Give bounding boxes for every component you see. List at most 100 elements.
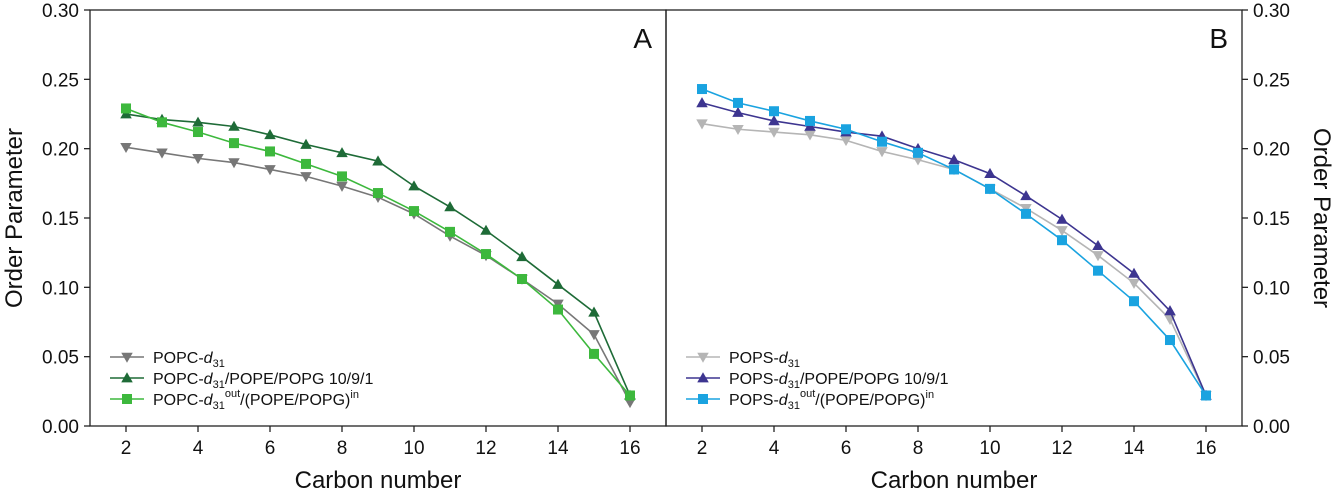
- legend-part: d: [204, 350, 214, 367]
- data-point: [625, 390, 635, 401]
- data-point: [1164, 305, 1176, 316]
- panel-label: A: [633, 23, 652, 54]
- x-tick-label: 10: [979, 438, 1000, 459]
- data-point: [696, 119, 708, 130]
- legend-part: POPS-: [729, 350, 779, 367]
- legend-part: POPC-: [153, 392, 204, 409]
- data-point: [120, 142, 132, 154]
- panel-b: 2 4 6 8 10 12 14 16 0.00 0.05 0.10 0.15 0.20 0.25 0.30…: [665, 1, 1335, 494]
- legend-subscript: 31: [213, 379, 225, 391]
- data-point: [336, 147, 348, 158]
- y-axis-title: Order Parameter: [1308, 128, 1335, 308]
- data-point: [481, 249, 491, 260]
- y-tick-label: 0.20: [42, 140, 79, 161]
- data-point: [876, 147, 888, 158]
- legend-part: d: [204, 392, 214, 409]
- x-tick-label: 12: [1051, 438, 1072, 459]
- y-tick-label: 0.30: [1253, 1, 1290, 22]
- data-point: [698, 394, 708, 404]
- legend-part: /(POPE/POPG): [240, 392, 350, 409]
- data-point: [697, 352, 709, 363]
- data-point: [156, 148, 168, 159]
- data-point: [301, 158, 311, 169]
- data-point: [768, 127, 780, 138]
- data-point: [553, 304, 563, 315]
- data-point: [408, 180, 420, 191]
- legend-part: /POPE/POPG 10/9/1: [800, 371, 949, 388]
- data-point: [588, 306, 600, 317]
- x-tick-label: 4: [769, 438, 780, 459]
- x-tick-label: 8: [337, 438, 348, 459]
- data-point: [697, 372, 709, 383]
- data-point: [1057, 235, 1067, 246]
- legend-superscript: out: [225, 388, 240, 400]
- data-point: [300, 172, 312, 183]
- data-point: [122, 394, 132, 404]
- y-axis-title: Order Parameter: [1, 128, 28, 308]
- data-point: [1165, 335, 1175, 346]
- x-tick-label: 2: [697, 438, 708, 459]
- data-point: [877, 136, 887, 147]
- data-point: [121, 372, 133, 383]
- x-tick-label: 12: [475, 438, 496, 459]
- series-3: [697, 84, 1211, 401]
- legend-label: POPS-d31out/(POPE/POPG)in: [729, 388, 934, 412]
- y-tick-label: 0.25: [1253, 70, 1290, 91]
- y-tick-label: 0.15: [1253, 209, 1290, 230]
- data-point: [696, 97, 708, 108]
- data-point: [588, 330, 600, 341]
- data-point: [444, 201, 456, 212]
- legend-subscript: 31: [788, 379, 800, 391]
- data-point: [1056, 226, 1068, 237]
- y-tick-label: 0.00: [1253, 417, 1290, 438]
- x-tick-label: 6: [265, 438, 276, 459]
- x-tick-label: 16: [619, 438, 640, 459]
- legend-part: d: [779, 392, 789, 409]
- legend-part: POPC-: [153, 350, 204, 367]
- data-point: [1128, 278, 1140, 289]
- legend-subscript: 31: [788, 358, 800, 370]
- data-point: [1020, 190, 1032, 201]
- data-point: [409, 206, 419, 217]
- data-point: [948, 154, 960, 165]
- data-point: [733, 97, 743, 108]
- data-point: [157, 117, 167, 128]
- y-tick-label: 0.15: [42, 209, 79, 230]
- data-point: [1056, 213, 1068, 224]
- data-point: [1129, 296, 1139, 307]
- data-point: [732, 124, 744, 136]
- data-point: [913, 147, 923, 158]
- legend-superscript: in: [350, 389, 359, 401]
- y-tick-label: 0.10: [42, 278, 79, 299]
- data-point: [192, 154, 204, 165]
- data-point: [121, 352, 133, 363]
- x-tick-label: 16: [1195, 438, 1216, 459]
- legend-superscript: in: [926, 389, 935, 401]
- data-point: [121, 103, 131, 114]
- x-tick-label: 8: [913, 438, 924, 459]
- data-point: [229, 138, 239, 149]
- y-tick-label: 0.05: [1253, 348, 1290, 369]
- data-point: [769, 106, 779, 117]
- panel-label: B: [1209, 23, 1228, 54]
- data-point: [949, 164, 959, 175]
- data-point: [300, 138, 312, 149]
- legend-part: /(POPE/POPG): [815, 392, 925, 409]
- data-point: [624, 398, 636, 409]
- y-tick-label: 0.30: [42, 1, 79, 22]
- legend-subscript: 31: [213, 358, 225, 370]
- legend-part: POPS-: [729, 371, 779, 388]
- data-point: [372, 155, 384, 166]
- legend-label: POPS-d31/POPE/POPG 10/9/1: [729, 371, 949, 391]
- data-point: [373, 188, 383, 199]
- data-point: [265, 146, 275, 157]
- data-point: [264, 129, 276, 140]
- x-tick-label: 14: [1123, 438, 1145, 459]
- legend-part: d: [779, 371, 789, 388]
- data-point: [1201, 390, 1211, 401]
- data-point: [841, 124, 851, 135]
- data-point: [516, 251, 528, 262]
- data-point: [480, 224, 492, 235]
